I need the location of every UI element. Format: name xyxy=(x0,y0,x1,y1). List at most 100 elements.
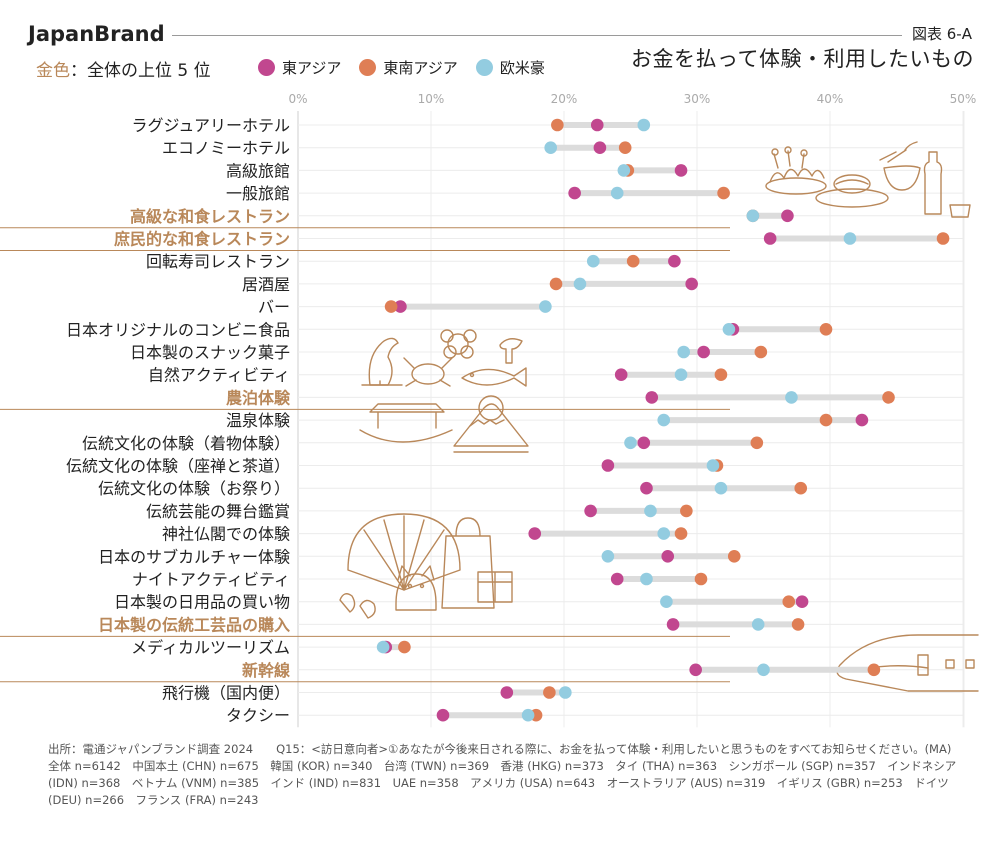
dot-southeast-asia xyxy=(626,254,640,268)
dot-western xyxy=(637,118,651,132)
dot-southeast-asia xyxy=(819,323,833,336)
dot-western xyxy=(617,164,631,177)
dot-western xyxy=(586,254,600,268)
dot-southeast-asia xyxy=(794,481,808,495)
dot-western xyxy=(521,708,535,722)
legend-label-western: 欧米豪 xyxy=(499,59,545,77)
dot-east-asia xyxy=(855,413,869,427)
dot-southeast-asia xyxy=(398,640,411,654)
dot-east-asia xyxy=(640,481,653,495)
dot-southeast-asia xyxy=(618,141,632,154)
dot-southeast-asia xyxy=(551,118,564,132)
dot-western xyxy=(674,368,688,382)
figure-id: 図表 6-A xyxy=(912,25,972,43)
x-tick-label: 30% xyxy=(684,92,711,106)
dot-western xyxy=(601,550,615,563)
category-label: 庶民的な和食レストラン xyxy=(114,230,290,249)
dot-east-asia xyxy=(436,708,450,722)
dot-east-asia xyxy=(637,436,651,450)
dot-southeast-asia xyxy=(754,345,768,359)
brand-logo: JapanBrand xyxy=(28,22,165,46)
dot-southeast-asia xyxy=(936,232,950,245)
dot-southeast-asia xyxy=(782,595,796,608)
nature-illustration xyxy=(361,329,527,387)
dot-western xyxy=(714,481,728,495)
dot-east-asia xyxy=(590,118,604,132)
category-label: バー xyxy=(258,298,290,317)
category-label: 居酒屋 xyxy=(242,275,290,294)
category-label: 日本オリジナルのコンビニ食品 xyxy=(66,320,290,339)
dot-east-asia xyxy=(763,232,777,245)
category-label: 自然アクティビティ xyxy=(148,366,290,385)
category-label: 日本のサブカルチャー体験 xyxy=(98,547,290,566)
category-label: ラグジュアリーホテル xyxy=(131,116,290,135)
legend: 東アジア 東南アジア 欧米豪 xyxy=(258,57,545,78)
dot-western xyxy=(660,595,673,608)
category-label: タクシー xyxy=(226,706,290,725)
category-label: 伝統文化の体験（着物体験） xyxy=(82,434,290,453)
dot-southeast-asia xyxy=(674,527,688,540)
category-label: ナイトアクティビティ xyxy=(132,570,290,589)
legend-item-western: 欧米豪 xyxy=(475,57,545,78)
dot-southeast-asia xyxy=(694,572,708,586)
legend-item-east-asia: 東アジア xyxy=(258,57,341,78)
dot-western xyxy=(706,459,720,472)
dot-western xyxy=(624,436,637,450)
dot-southeast-asia xyxy=(717,186,730,200)
category-label: 一般旅館 xyxy=(226,184,290,203)
dot-east-asia xyxy=(661,550,675,563)
gold-note-prefix: 金色 xyxy=(36,61,70,81)
dot-east-asia xyxy=(500,686,514,699)
dot-western xyxy=(722,323,736,336)
dot-southeast-asia xyxy=(791,618,805,631)
x-tick-label: 20% xyxy=(551,92,578,106)
category-label: エコノミーホテル xyxy=(162,139,290,158)
dot-east-asia xyxy=(584,504,597,518)
dot-east-asia xyxy=(685,277,698,291)
dot-southeast-asia xyxy=(867,663,881,677)
dot-east-asia xyxy=(568,186,581,200)
dot-east-asia xyxy=(697,345,710,359)
dot-east-asia xyxy=(689,663,702,677)
dot-western xyxy=(644,504,657,518)
dot-east-asia xyxy=(614,368,628,382)
dot-western xyxy=(657,413,671,427)
header-rule xyxy=(172,35,902,36)
dot-east-asia xyxy=(528,527,542,540)
dot-western xyxy=(843,232,857,245)
boat-fuji-illustration xyxy=(359,395,529,453)
plot-area: ラグジュアリーホテルエコノミーホテル高級旅館一般旅館高級な和食レストラン庶民的な… xyxy=(66,116,950,725)
category-label: 回転寿司レストラン xyxy=(146,252,290,271)
category-label: 神社仏閣での体験 xyxy=(162,525,290,544)
dot-western xyxy=(539,300,552,313)
category-label: 伝統文化の体験（座禅と茶道） xyxy=(66,457,290,476)
dot-southeast-asia xyxy=(549,277,563,291)
source-note: 出所：電通ジャパンブランド調査 2024 Q15：<訪日意向者>①あなたが今後来… xyxy=(48,742,975,807)
dot-western xyxy=(677,345,690,359)
dot-east-asia xyxy=(593,141,607,154)
dot-east-asia xyxy=(668,254,681,268)
dot-east-asia xyxy=(394,300,407,313)
dot-east-asia xyxy=(645,391,659,404)
shinkansen-illustration xyxy=(836,634,979,692)
dot-southeast-asia xyxy=(714,368,728,382)
dot-western xyxy=(757,663,770,677)
category-label: メディカルツーリズム xyxy=(131,638,290,657)
dot-western xyxy=(573,277,587,291)
illustrations xyxy=(339,141,979,692)
x-tick-label: 50% xyxy=(950,92,977,106)
dot-western xyxy=(746,209,760,223)
category-label: 新幹線 xyxy=(242,661,290,680)
category-label: 農泊体験 xyxy=(226,388,291,407)
dot-southeast-asia xyxy=(384,300,398,313)
dot-southeast-asia xyxy=(819,413,833,427)
category-label: 日本製のスナック菓子 xyxy=(130,343,290,362)
dot-southeast-asia xyxy=(680,504,693,518)
dot-east-asia xyxy=(674,164,688,177)
dot-southeast-asia xyxy=(750,436,764,450)
legend-swatch-east-asia xyxy=(258,59,275,76)
x-tick-label: 10% xyxy=(418,92,445,106)
category-label: 伝統文化の体験（お祭り） xyxy=(98,479,290,498)
dot-east-asia xyxy=(795,595,809,608)
